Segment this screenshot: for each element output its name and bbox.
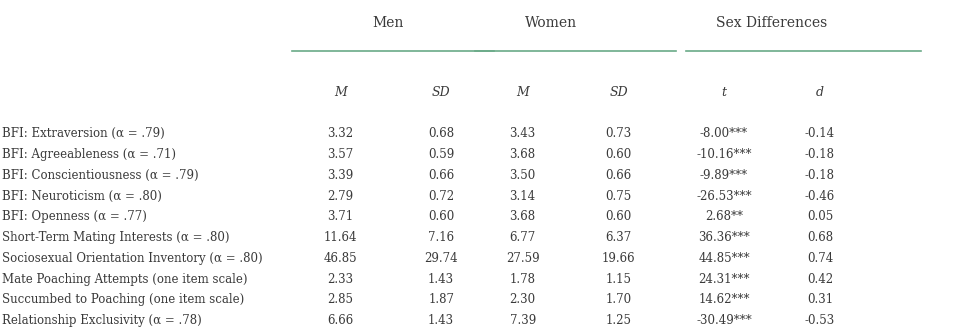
Text: 0.73: 0.73 [605,127,632,140]
Text: M: M [516,86,529,99]
Text: Sociosexual Orientation Inventory (α = .80): Sociosexual Orientation Inventory (α = .… [2,252,263,265]
Text: 1.43: 1.43 [428,273,455,286]
Text: -0.53: -0.53 [805,314,835,327]
Text: t: t [721,86,727,99]
Text: 36.36***: 36.36*** [698,231,750,244]
Text: 0.05: 0.05 [807,210,833,223]
Text: Short-Term Mating Interests (α = .80): Short-Term Mating Interests (α = .80) [2,231,229,244]
Text: 19.66: 19.66 [601,252,636,265]
Text: 0.72: 0.72 [428,189,455,203]
Text: 1.15: 1.15 [605,273,632,286]
Text: 3.50: 3.50 [509,169,536,182]
Text: 0.68: 0.68 [428,127,455,140]
Text: 0.75: 0.75 [605,189,632,203]
Text: 2.68**: 2.68** [705,210,743,223]
Text: Women: Women [526,16,577,30]
Text: -0.18: -0.18 [805,169,835,182]
Text: 3.68: 3.68 [509,148,536,161]
Text: SD: SD [609,86,628,99]
Text: BFI: Conscientiousness (α = .79): BFI: Conscientiousness (α = .79) [2,169,199,182]
Text: -10.16***: -10.16*** [696,148,752,161]
Text: Succumbed to Poaching (one item scale): Succumbed to Poaching (one item scale) [2,293,245,307]
Text: 27.59: 27.59 [505,252,540,265]
Text: 3.43: 3.43 [509,127,536,140]
Text: 2.79: 2.79 [327,189,354,203]
Text: 6.66: 6.66 [327,314,354,327]
Text: -30.49***: -30.49*** [696,314,752,327]
Text: -0.46: -0.46 [805,189,835,203]
Text: BFI: Openness (α = .77): BFI: Openness (α = .77) [2,210,147,223]
Text: 2.33: 2.33 [327,273,354,286]
Text: 24.31***: 24.31*** [698,273,750,286]
Text: 0.60: 0.60 [605,210,632,223]
Text: 7.16: 7.16 [428,231,455,244]
Text: 0.68: 0.68 [807,231,833,244]
Text: 11.64: 11.64 [324,231,357,244]
Text: 29.74: 29.74 [424,252,458,265]
Text: 0.66: 0.66 [605,169,632,182]
Text: BFI: Extraversion (α = .79): BFI: Extraversion (α = .79) [2,127,165,140]
Text: -8.00***: -8.00*** [700,127,748,140]
Text: Sex Differences: Sex Differences [716,16,828,30]
Text: -0.14: -0.14 [805,127,835,140]
Text: -9.89***: -9.89*** [700,169,748,182]
Text: BFI: Neuroticism (α = .80): BFI: Neuroticism (α = .80) [2,189,162,203]
Text: 46.85: 46.85 [323,252,358,265]
Text: Men: Men [373,16,404,30]
Text: -26.53***: -26.53*** [696,189,752,203]
Text: 1.78: 1.78 [509,273,536,286]
Text: 3.14: 3.14 [509,189,536,203]
Text: Mate Poaching Attempts (one item scale): Mate Poaching Attempts (one item scale) [2,273,247,286]
Text: 0.74: 0.74 [807,252,833,265]
Text: 6.77: 6.77 [509,231,536,244]
Text: 0.60: 0.60 [428,210,455,223]
Text: 6.37: 6.37 [605,231,632,244]
Text: 3.57: 3.57 [327,148,354,161]
Text: 44.85***: 44.85*** [698,252,750,265]
Text: 1.43: 1.43 [428,314,455,327]
Text: 0.42: 0.42 [807,273,833,286]
Text: 2.85: 2.85 [327,293,354,307]
Text: 1.25: 1.25 [605,314,632,327]
Text: 3.32: 3.32 [327,127,354,140]
Text: Relationship Exclusivity (α = .78): Relationship Exclusivity (α = .78) [2,314,201,327]
Text: 14.62***: 14.62*** [698,293,750,307]
Text: M: M [334,86,347,99]
Text: BFI: Agreeableness (α = .71): BFI: Agreeableness (α = .71) [2,148,175,161]
Text: 0.31: 0.31 [807,293,833,307]
Text: 0.66: 0.66 [428,169,455,182]
Text: 3.71: 3.71 [327,210,354,223]
Text: 1.70: 1.70 [605,293,632,307]
Text: 3.68: 3.68 [509,210,536,223]
Text: SD: SD [432,86,451,99]
Text: -0.18: -0.18 [805,148,835,161]
Text: 3.39: 3.39 [327,169,354,182]
Text: 0.60: 0.60 [605,148,632,161]
Text: 7.39: 7.39 [509,314,536,327]
Text: 2.30: 2.30 [509,293,536,307]
Text: 0.59: 0.59 [428,148,455,161]
Text: 1.87: 1.87 [428,293,455,307]
Text: d: d [816,86,824,99]
